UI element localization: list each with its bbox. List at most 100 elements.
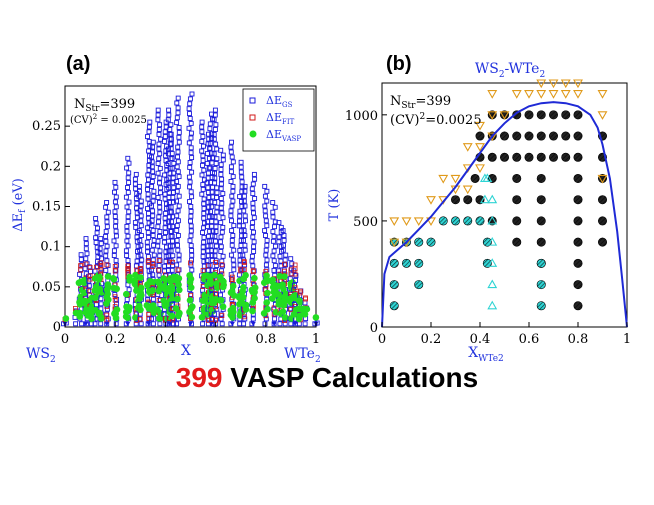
gs-point (205, 170, 211, 176)
gs-point (162, 134, 168, 140)
ordered-hatch (573, 237, 583, 247)
gs-point (210, 228, 216, 234)
gs-point (157, 165, 163, 171)
fit-point (98, 268, 104, 274)
gs-point (214, 146, 220, 152)
gs-column (111, 179, 120, 327)
mixed-hatch (414, 280, 423, 289)
gs-point (150, 213, 156, 219)
gs-point (77, 271, 83, 277)
gs-point (125, 233, 131, 239)
gs-point (242, 188, 248, 194)
gs-point (189, 91, 195, 97)
gs-point (250, 181, 256, 187)
ordered-hatch (475, 131, 485, 141)
disordered-point (573, 79, 583, 89)
gs-point (149, 159, 155, 165)
gs-point (214, 190, 220, 196)
gs-point (144, 239, 150, 245)
ordered-hatch (537, 237, 546, 247)
gs-point (204, 258, 210, 264)
gs-point (214, 185, 220, 191)
gs-point (199, 129, 205, 135)
gs-point (93, 302, 99, 308)
gs-point (95, 225, 100, 231)
vasp-point (186, 308, 193, 316)
gs-point (229, 228, 235, 234)
gs-point (125, 243, 131, 249)
gs-point (170, 253, 176, 259)
gs-point (138, 198, 144, 204)
gs-point (238, 159, 244, 165)
ordered-hatch (573, 280, 583, 289)
mixed-hatch (451, 216, 460, 226)
gs-point (112, 189, 117, 195)
vasp-point (249, 307, 256, 315)
ordered-hatch (488, 216, 497, 226)
vasp-point (261, 279, 268, 287)
vasp-point (187, 275, 195, 283)
disordered-point (487, 90, 498, 99)
gs-point (281, 233, 287, 238)
gs-point (218, 311, 224, 317)
gs-point (250, 316, 256, 322)
gs-point (125, 214, 131, 220)
gs-point (200, 134, 206, 140)
gs-point (170, 238, 175, 244)
gs-point (103, 238, 109, 244)
chart-a-axes: 0 0.2 0.4 0.6 0.8 1 0 0.05 0.1 0.15 0.2 0.25 (32, 119, 320, 347)
gs-point (281, 237, 287, 243)
disordered-point (560, 90, 571, 99)
gs-point (175, 218, 181, 224)
triangle-cyan-point (482, 173, 493, 183)
vasp-point (300, 305, 308, 313)
vasp-point (216, 296, 224, 304)
disordered-point (487, 132, 498, 142)
ground-state-marker (229, 322, 235, 326)
gs-point (174, 164, 180, 170)
gs-point (111, 248, 117, 254)
gs-point (280, 228, 286, 234)
gs-point (155, 107, 161, 113)
ordered-hatch (598, 195, 607, 204)
vasp-point (96, 285, 104, 293)
gs-point (241, 193, 247, 199)
gs-point (252, 176, 258, 182)
ordered-hatch (470, 174, 480, 183)
gs-point (239, 184, 245, 190)
gs-point (175, 144, 181, 150)
gs-point (113, 194, 119, 200)
gs-point (94, 230, 100, 236)
legend-marker-vasp (249, 130, 257, 138)
gs-point (188, 228, 194, 234)
gs-point (199, 191, 205, 197)
fit-point (125, 263, 131, 269)
vasp-point (189, 303, 196, 310)
gs-point (207, 140, 213, 146)
ordered-hatch (561, 131, 570, 141)
gs-point (145, 230, 151, 236)
chart-a-marks (61, 91, 320, 327)
vasp-point (103, 300, 110, 307)
ordered-hatch (573, 153, 583, 162)
disordered-point (536, 90, 547, 99)
gs-point (263, 252, 269, 258)
gs-point (229, 218, 234, 224)
gs-point (156, 131, 162, 137)
gs-point (292, 282, 297, 288)
gs-point (219, 210, 225, 216)
gs-point (210, 184, 216, 190)
gs-point (145, 172, 151, 178)
gs-point (189, 252, 195, 258)
ground-state-marker (292, 322, 298, 326)
gs-point (166, 238, 172, 244)
gs-point (113, 184, 119, 190)
vasp-point (269, 276, 277, 284)
gs-point (98, 296, 104, 302)
vasp-point (279, 281, 286, 289)
gs-point (213, 316, 219, 322)
vasp-point (110, 276, 118, 283)
fit-point (98, 263, 104, 269)
gs-point (176, 193, 182, 199)
panel-b-label: (b) (386, 53, 412, 75)
